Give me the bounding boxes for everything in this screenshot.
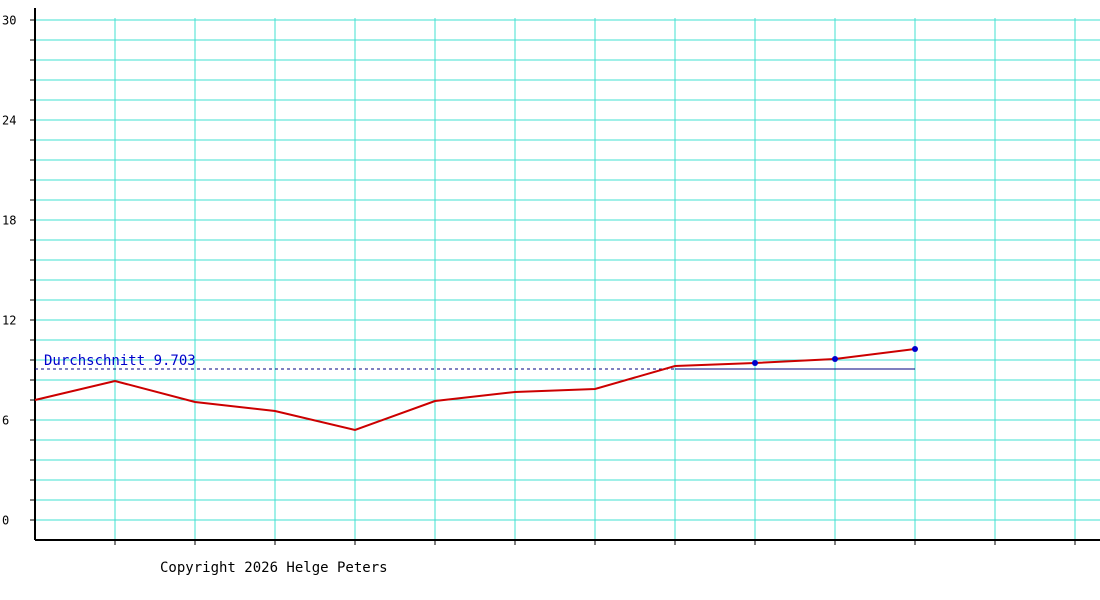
- average-label: Durchschnitt 9.703: [44, 353, 196, 369]
- point: [832, 356, 838, 362]
- footer: Copyright 2026 Helge Peters: [160, 560, 388, 576]
- point: [912, 346, 918, 352]
- y-tick-label: 6: [2, 414, 9, 428]
- y-tick-label: 0: [2, 514, 9, 528]
- series-line: [34, 348, 916, 432]
- y-tick-label: 24: [2, 114, 16, 128]
- y-tick-label: 18: [2, 214, 16, 228]
- point: [752, 360, 758, 366]
- y-tick-label: 12: [2, 314, 16, 328]
- y-tick-label: 30: [2, 14, 16, 28]
